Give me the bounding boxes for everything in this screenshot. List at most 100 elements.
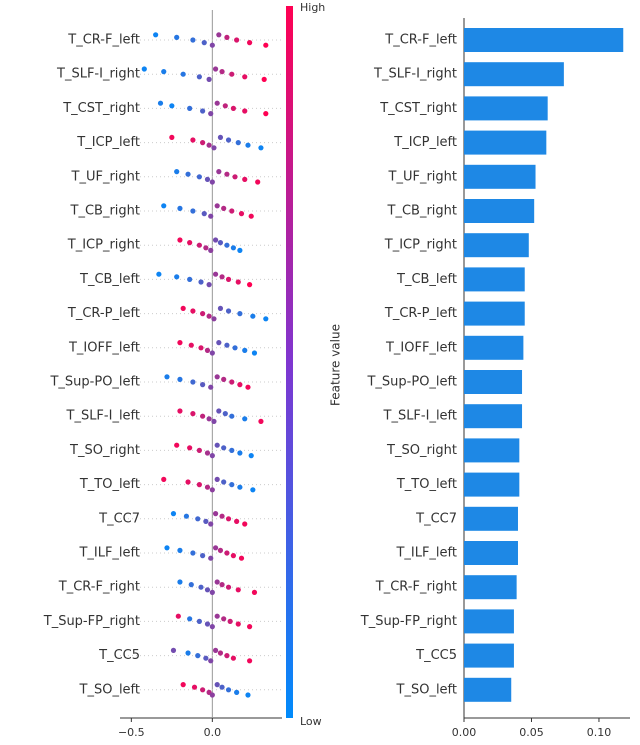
y-tick-label: T_CST_right <box>379 101 457 116</box>
dot <box>204 484 211 490</box>
dot <box>225 584 232 590</box>
dot <box>190 379 196 385</box>
dot <box>209 350 215 356</box>
dot <box>216 340 222 346</box>
dot <box>209 42 215 48</box>
bar <box>464 609 514 634</box>
dot <box>208 384 214 390</box>
dot <box>237 484 243 490</box>
bar <box>464 438 520 463</box>
bar <box>464 301 525 326</box>
dot <box>203 245 209 251</box>
y-tick-label: T_TO_left <box>396 477 457 492</box>
dot <box>234 518 240 525</box>
dot <box>190 308 196 314</box>
y-tick-label: T_UF_right <box>71 169 140 184</box>
dot <box>242 108 248 114</box>
dot <box>263 42 269 48</box>
dot <box>203 518 209 525</box>
dot <box>153 32 159 38</box>
dot <box>229 71 235 77</box>
dot <box>224 171 230 177</box>
bar <box>464 370 523 394</box>
colorbar-low: Low <box>300 715 322 728</box>
colorbar-high: High <box>300 1 325 14</box>
x-tick-label: 0.00 <box>452 726 477 739</box>
dot <box>214 579 220 585</box>
dot <box>174 169 180 175</box>
y-tick-label: T_ICP_left <box>393 135 457 150</box>
dot <box>203 655 209 661</box>
dot <box>141 66 147 72</box>
dot <box>225 516 232 522</box>
dot <box>229 208 235 214</box>
bar <box>464 164 536 189</box>
dot <box>221 445 227 451</box>
dot <box>188 342 194 348</box>
bar <box>464 541 518 565</box>
dot <box>208 555 214 561</box>
dot <box>216 169 222 175</box>
dot <box>230 553 236 559</box>
y-tick-label: T_IOFF_left <box>385 340 457 355</box>
y-tick-label: T_CR-P_left <box>384 306 457 321</box>
y-tick-label: T_SO_left <box>79 682 140 697</box>
y-tick-label: T_SO_right <box>69 443 140 458</box>
dot <box>180 71 186 77</box>
dot <box>258 418 264 424</box>
dot <box>211 145 217 151</box>
dot <box>209 453 215 459</box>
dot <box>177 205 183 211</box>
dot <box>225 308 232 314</box>
dot <box>225 687 232 693</box>
dot <box>196 447 202 453</box>
dot <box>225 276 232 282</box>
dot <box>235 279 241 285</box>
dot <box>187 240 193 246</box>
dot <box>214 476 220 482</box>
y-tick-label: T_ICP_right <box>67 238 140 253</box>
dot <box>206 282 212 288</box>
dot <box>219 69 225 75</box>
dot <box>185 479 191 485</box>
dot <box>214 682 220 688</box>
bar <box>464 267 525 292</box>
dot <box>211 316 217 322</box>
dot <box>232 174 238 180</box>
dot <box>229 379 235 385</box>
dot <box>245 142 251 148</box>
dot <box>219 582 225 588</box>
dot <box>204 587 211 593</box>
dot <box>190 411 196 417</box>
dot <box>209 179 215 185</box>
y-tick-label: T_CC5 <box>415 648 457 663</box>
dot <box>161 203 167 209</box>
dot <box>242 347 248 353</box>
dot <box>222 103 228 109</box>
bar <box>464 62 564 87</box>
dot <box>161 69 167 75</box>
bar <box>464 28 624 52</box>
y-tick-label: T_ICP_left <box>76 135 140 150</box>
y-tick-label: T_CR-F_left <box>384 33 457 48</box>
dot <box>196 74 202 80</box>
dot <box>238 211 245 217</box>
dot <box>200 108 206 114</box>
dot <box>170 510 177 517</box>
y-tick-label: T_Sup-FP_right <box>43 614 140 629</box>
dot <box>229 447 235 453</box>
dot <box>209 487 215 493</box>
y-tick-label: T_CC7 <box>98 511 140 526</box>
dot <box>177 579 183 585</box>
dot <box>217 547 224 554</box>
y-tick-label: T_CB_left <box>396 272 457 287</box>
dot <box>209 692 215 698</box>
dot <box>201 211 207 217</box>
dot <box>219 274 225 280</box>
dot <box>191 684 198 690</box>
y-tick-label: T_SLF-I_left <box>66 409 141 424</box>
dot <box>247 658 253 664</box>
dot <box>180 305 186 311</box>
dot <box>235 621 241 627</box>
y-tick-label: T_CB_right <box>387 204 457 219</box>
